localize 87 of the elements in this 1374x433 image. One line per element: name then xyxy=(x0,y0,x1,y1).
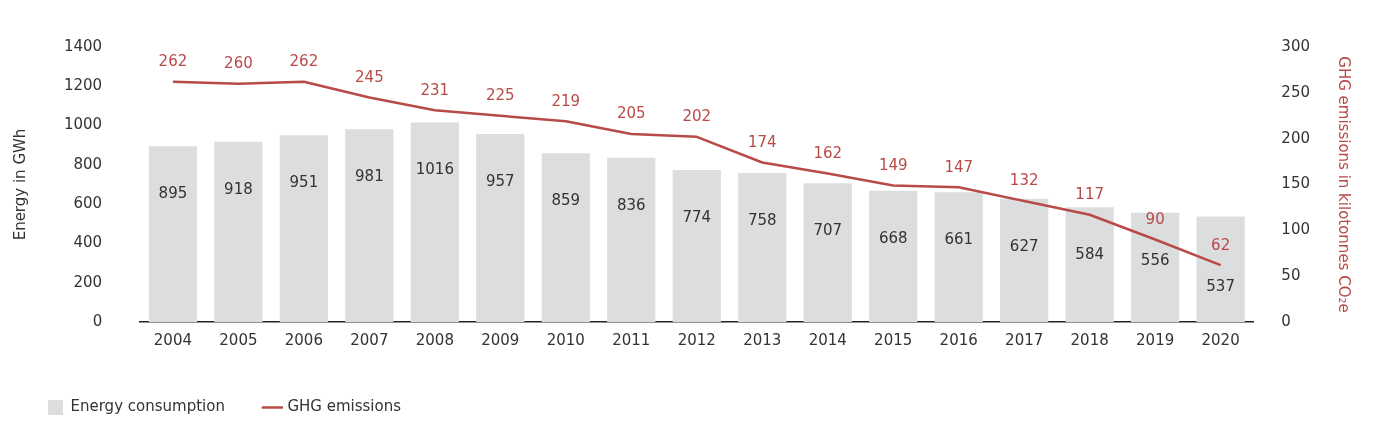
data-label: 174 xyxy=(747,132,777,151)
data-label: 859 xyxy=(551,191,581,210)
data-label: 219 xyxy=(551,91,581,110)
data-label: 162 xyxy=(813,143,843,162)
y2-tick-label: 300 xyxy=(1281,36,1311,55)
legend-label: GHG emissions xyxy=(287,397,402,416)
data-label: 758 xyxy=(747,211,777,229)
x-tick-label: 2004 xyxy=(153,330,193,349)
data-label: 537 xyxy=(1206,277,1235,296)
x-tick-label: 2012 xyxy=(677,330,716,349)
data-label: 774 xyxy=(682,207,712,226)
y2-tick-label: 200 xyxy=(1281,128,1311,147)
data-label: 117 xyxy=(1075,185,1104,204)
data-label: 836 xyxy=(616,195,646,214)
x-tick-label: 2016 xyxy=(939,330,978,349)
y-tick-label: 1200 xyxy=(63,76,103,95)
bar xyxy=(279,135,328,322)
x-tick-label: 2008 xyxy=(415,330,454,349)
data-label: 225 xyxy=(486,86,515,105)
data-label: 147 xyxy=(944,157,974,176)
y2-tick-label: 0 xyxy=(1281,311,1291,330)
x-tick-label: 2005 xyxy=(219,330,258,349)
bar xyxy=(410,122,459,322)
data-label: 661 xyxy=(944,230,974,249)
x-tick-label: 2013 xyxy=(743,330,782,349)
data-label: 262 xyxy=(289,52,319,71)
data-label: 668 xyxy=(878,228,908,247)
x-tick-label: 2020 xyxy=(1201,330,1240,349)
y-tick-label: 600 xyxy=(73,194,103,213)
y2-axis-title: GHG emissions in kilotonnes CO₂e xyxy=(1335,56,1354,313)
bar xyxy=(214,141,263,322)
y2-tick-label: 250 xyxy=(1281,82,1311,101)
y-tick-label: 800 xyxy=(73,154,103,173)
y-tick-label: 1400 xyxy=(63,36,103,55)
data-label: 918 xyxy=(224,179,253,198)
bar xyxy=(803,183,852,322)
x-tick-label: 2014 xyxy=(808,330,847,349)
bar xyxy=(476,134,525,322)
data-label: 262 xyxy=(158,52,188,71)
data-label: 90 xyxy=(1145,209,1165,228)
legend-label: Energy consumption xyxy=(70,397,225,416)
x-tick-label: 2017 xyxy=(1005,330,1044,349)
x-tick-label: 2009 xyxy=(481,330,520,349)
data-label: 231 xyxy=(420,80,450,99)
y-tick-label: 200 xyxy=(73,272,103,291)
data-label: 245 xyxy=(355,67,384,86)
data-label: 260 xyxy=(224,54,253,73)
y2-tick-label: 100 xyxy=(1281,220,1311,239)
bar xyxy=(148,146,198,322)
y2-tick-label: 50 xyxy=(1281,266,1301,285)
data-label: 584 xyxy=(1075,245,1104,264)
y-tick-label: 0 xyxy=(92,311,103,330)
data-label: 556 xyxy=(1140,251,1170,270)
bar xyxy=(541,153,590,322)
bar xyxy=(869,190,918,322)
x-tick-label: 2018 xyxy=(1070,330,1109,349)
data-label: 951 xyxy=(289,173,319,192)
data-label: 895 xyxy=(158,184,188,203)
x-tick-label: 2010 xyxy=(546,330,585,349)
bar xyxy=(1065,207,1114,322)
bar xyxy=(934,192,983,322)
bar xyxy=(607,157,656,322)
y-tick-label: 1000 xyxy=(63,115,103,134)
x-tick-label: 2019 xyxy=(1136,330,1175,349)
data-label: 981 xyxy=(355,167,384,186)
bar xyxy=(672,169,721,322)
y-tick-label: 400 xyxy=(73,233,103,252)
data-label: 627 xyxy=(1009,236,1039,255)
x-tick-label: 2015 xyxy=(874,330,913,349)
bar xyxy=(1196,216,1245,322)
data-label: 132 xyxy=(1009,171,1039,190)
data-label: 202 xyxy=(682,107,712,126)
data-label: 149 xyxy=(878,155,908,174)
x-tick-label: 2006 xyxy=(284,330,323,349)
bar xyxy=(1000,198,1049,322)
data-label: 1016 xyxy=(415,160,454,179)
data-label: 707 xyxy=(813,221,843,240)
data-label: 205 xyxy=(616,104,646,123)
y2-tick-label: 150 xyxy=(1281,174,1311,193)
bar xyxy=(738,173,787,322)
data-label: 62 xyxy=(1211,235,1231,254)
bar xyxy=(1131,212,1180,322)
data-label: 957 xyxy=(486,171,515,190)
bar xyxy=(345,129,394,322)
x-tick-label: 2007 xyxy=(350,330,389,349)
y-axis-title: Energy in GWh xyxy=(10,128,29,241)
x-tick-label: 2011 xyxy=(612,330,651,349)
